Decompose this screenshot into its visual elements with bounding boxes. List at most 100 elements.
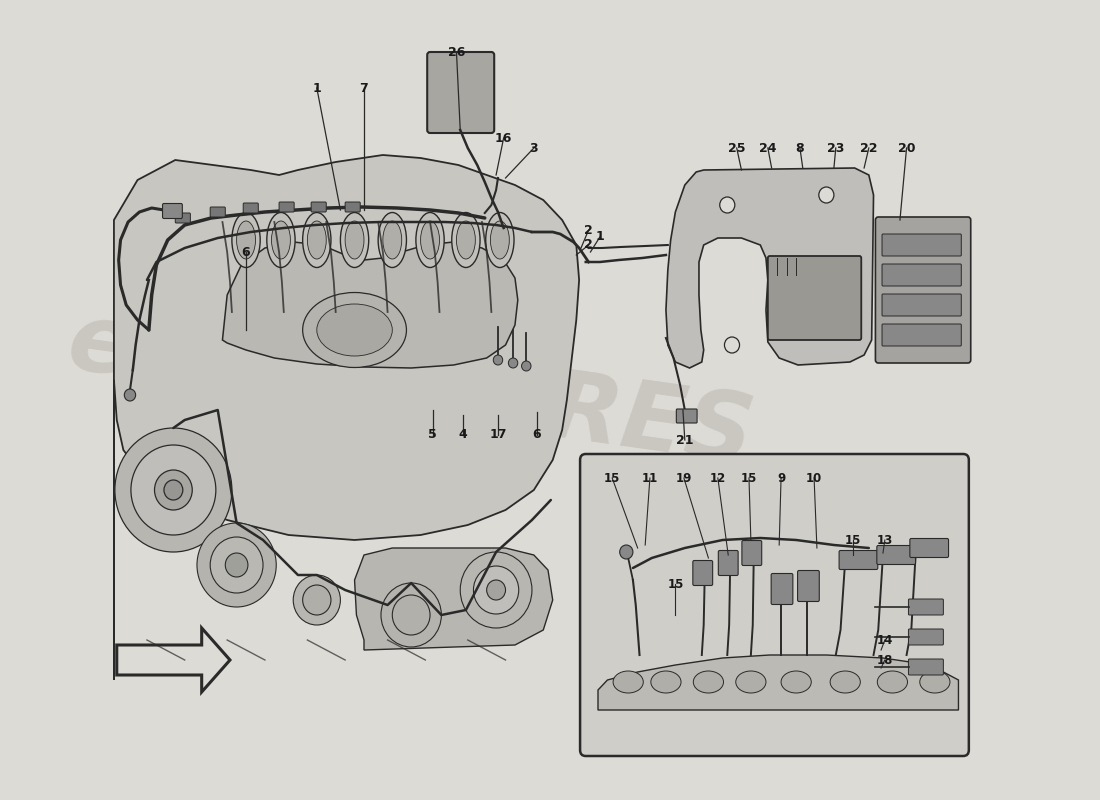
Ellipse shape [340, 213, 368, 267]
Text: euROSPARES: euROSPARES [63, 296, 760, 484]
Ellipse shape [781, 671, 812, 693]
Circle shape [725, 337, 739, 353]
FancyBboxPatch shape [718, 550, 738, 575]
FancyBboxPatch shape [693, 561, 713, 586]
FancyBboxPatch shape [279, 202, 294, 212]
Text: 23: 23 [827, 142, 845, 154]
Circle shape [828, 322, 844, 338]
Ellipse shape [307, 221, 327, 259]
Circle shape [131, 445, 216, 535]
FancyBboxPatch shape [909, 599, 944, 615]
Polygon shape [222, 242, 518, 368]
Text: 6: 6 [532, 429, 541, 442]
FancyBboxPatch shape [676, 409, 697, 423]
FancyBboxPatch shape [771, 574, 793, 605]
FancyBboxPatch shape [909, 659, 944, 675]
Circle shape [473, 566, 519, 614]
FancyBboxPatch shape [768, 256, 861, 340]
Text: 2: 2 [584, 238, 593, 251]
Text: 21: 21 [676, 434, 694, 446]
Ellipse shape [651, 671, 681, 693]
Text: 26: 26 [448, 46, 465, 58]
Text: 1: 1 [312, 82, 321, 94]
Ellipse shape [420, 221, 440, 259]
Ellipse shape [491, 221, 509, 259]
Text: 9: 9 [777, 471, 785, 485]
Text: 5: 5 [429, 429, 437, 442]
Text: 2: 2 [584, 223, 593, 237]
Ellipse shape [232, 213, 261, 267]
Circle shape [302, 585, 331, 615]
FancyBboxPatch shape [427, 52, 494, 133]
Text: 3: 3 [529, 142, 538, 154]
Text: 17: 17 [490, 429, 507, 442]
Ellipse shape [736, 671, 766, 693]
FancyBboxPatch shape [741, 541, 761, 566]
Text: 24: 24 [759, 142, 777, 154]
Text: 7: 7 [360, 82, 368, 94]
Circle shape [486, 580, 506, 600]
Text: 1: 1 [595, 230, 604, 243]
FancyBboxPatch shape [910, 538, 948, 558]
Text: 15: 15 [604, 471, 620, 485]
Circle shape [508, 358, 518, 368]
Ellipse shape [302, 293, 407, 367]
Ellipse shape [272, 221, 290, 259]
Polygon shape [598, 655, 958, 710]
Text: 6: 6 [242, 246, 251, 258]
Circle shape [460, 552, 532, 628]
Text: 18: 18 [877, 654, 893, 666]
FancyBboxPatch shape [882, 294, 961, 316]
Ellipse shape [267, 213, 295, 267]
Circle shape [197, 523, 276, 607]
Circle shape [381, 583, 441, 647]
Text: 15: 15 [740, 471, 757, 485]
Text: 10: 10 [806, 471, 822, 485]
Polygon shape [114, 155, 579, 680]
Text: 11: 11 [641, 471, 658, 485]
Circle shape [393, 595, 430, 635]
Text: 8: 8 [795, 142, 804, 154]
Circle shape [164, 480, 183, 500]
FancyBboxPatch shape [580, 454, 969, 756]
Circle shape [124, 389, 135, 401]
FancyBboxPatch shape [163, 203, 183, 218]
Text: 20: 20 [898, 142, 915, 154]
Text: 13: 13 [877, 534, 893, 546]
Ellipse shape [302, 213, 331, 267]
FancyBboxPatch shape [839, 550, 878, 570]
Ellipse shape [830, 671, 860, 693]
Circle shape [521, 361, 531, 371]
Circle shape [294, 575, 340, 625]
Ellipse shape [878, 671, 908, 693]
FancyBboxPatch shape [877, 546, 915, 565]
Circle shape [210, 537, 263, 593]
Text: 14: 14 [877, 634, 893, 646]
Circle shape [226, 553, 248, 577]
Ellipse shape [317, 304, 393, 356]
Text: 4: 4 [459, 429, 468, 442]
Polygon shape [666, 168, 873, 368]
Text: 15: 15 [845, 534, 861, 546]
Ellipse shape [236, 221, 255, 259]
Ellipse shape [416, 213, 444, 267]
FancyBboxPatch shape [345, 202, 360, 212]
Text: 12: 12 [710, 471, 726, 485]
Circle shape [619, 545, 632, 559]
FancyBboxPatch shape [882, 264, 961, 286]
FancyBboxPatch shape [882, 234, 961, 256]
Circle shape [114, 428, 232, 552]
Ellipse shape [920, 671, 950, 693]
Ellipse shape [693, 671, 724, 693]
Text: 15: 15 [668, 578, 683, 590]
FancyBboxPatch shape [243, 203, 258, 213]
Ellipse shape [378, 213, 407, 267]
Text: 25: 25 [728, 142, 746, 154]
Circle shape [154, 470, 192, 510]
Ellipse shape [456, 221, 475, 259]
Circle shape [493, 355, 503, 365]
FancyBboxPatch shape [876, 217, 970, 363]
FancyBboxPatch shape [798, 570, 820, 602]
Circle shape [818, 187, 834, 203]
FancyBboxPatch shape [210, 207, 225, 217]
